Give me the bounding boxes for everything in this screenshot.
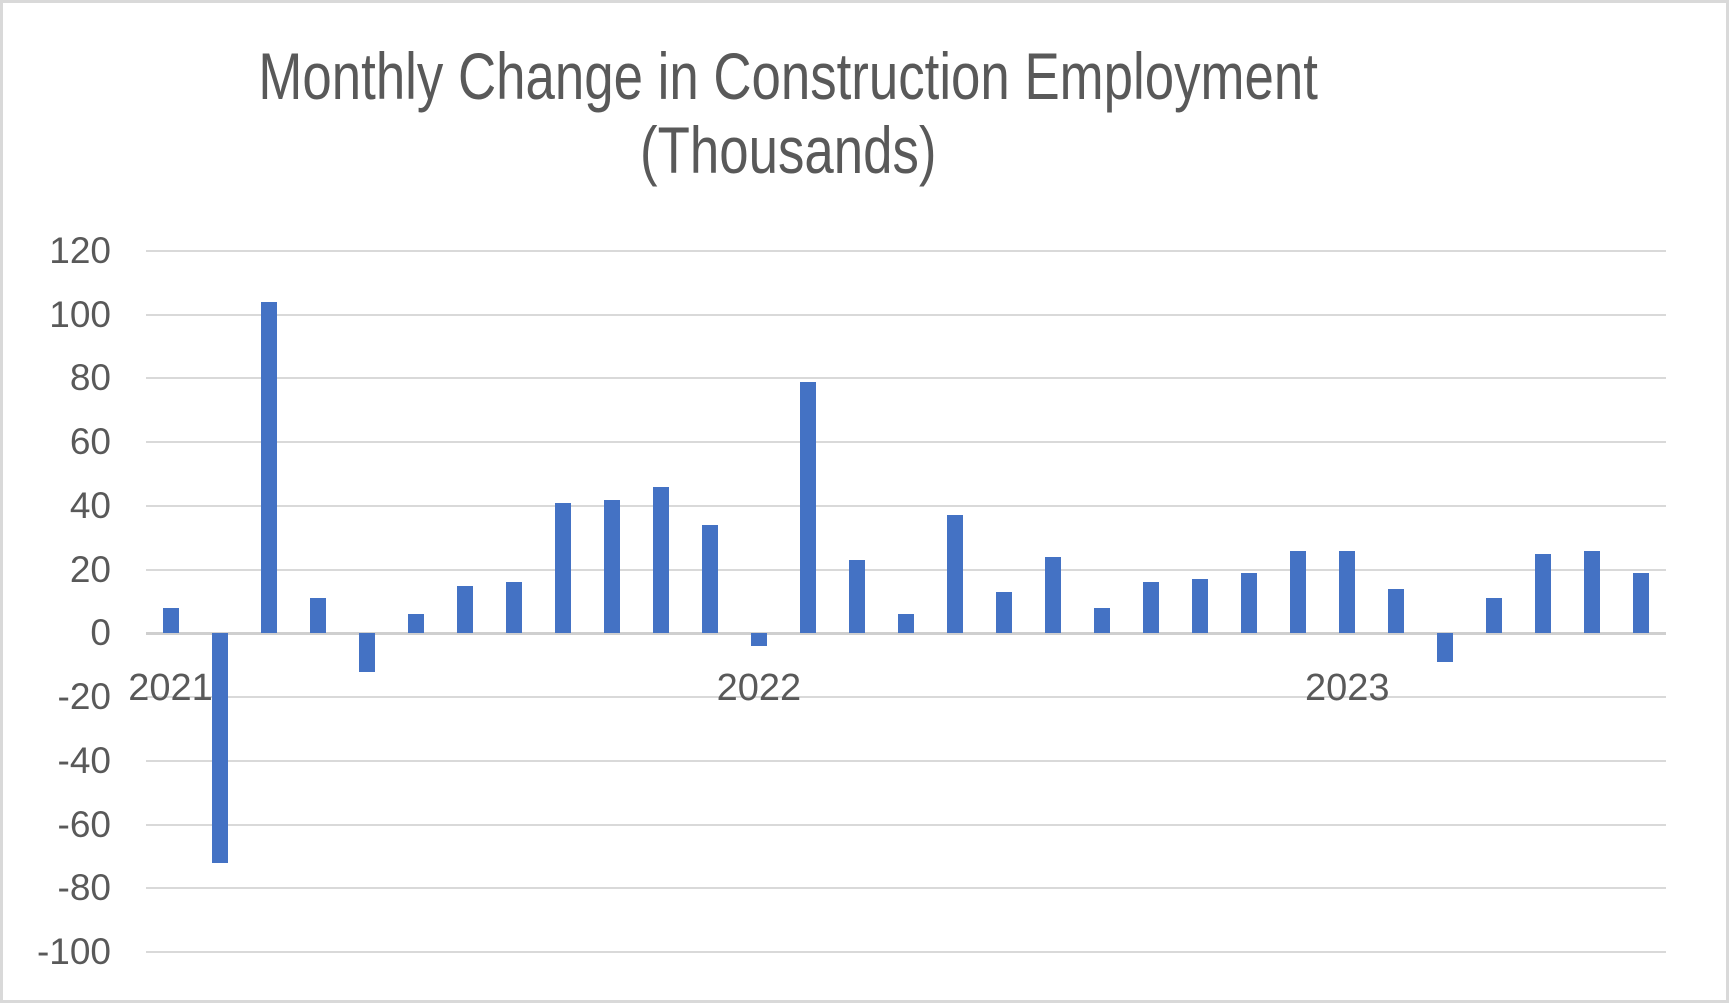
bar-2023-07 xyxy=(1633,572,1650,634)
y-axis-label-0: 0 xyxy=(90,612,111,654)
gridline-20 xyxy=(146,568,1666,571)
gridline-60 xyxy=(146,441,1666,444)
bar-2021-08 xyxy=(505,582,522,634)
bar-2021-06 xyxy=(407,614,424,634)
x-axis-zero-line xyxy=(146,631,1666,635)
bar-2023-05 xyxy=(1535,553,1552,634)
bar-2021-11 xyxy=(652,486,669,634)
bar-2022-09 xyxy=(1143,582,1160,634)
bar-2023-04 xyxy=(1486,598,1503,634)
bar-2023-02 xyxy=(1388,588,1405,634)
bar-2022-01 xyxy=(750,633,767,647)
y-axis-label-120: 120 xyxy=(49,230,111,271)
bar-2021-02 xyxy=(211,633,228,863)
y-axis-label-80: 80 xyxy=(69,357,111,399)
gridline--60 xyxy=(146,823,1666,826)
bar-2022-11 xyxy=(1241,572,1258,634)
gridline--40 xyxy=(146,759,1666,762)
bar-2022-06 xyxy=(996,591,1013,634)
gridline--80 xyxy=(146,887,1666,890)
x-axis-year-label-2022: 2022 xyxy=(716,667,802,709)
gridline-120 xyxy=(146,250,1666,252)
bar-2021-05 xyxy=(358,633,375,672)
y-axis-label--100: -100 xyxy=(36,931,111,973)
bar-2023-06 xyxy=(1584,550,1601,634)
y-axis-label--60: -60 xyxy=(57,803,111,845)
bar-2023-03 xyxy=(1437,633,1454,663)
bar-2022-03 xyxy=(848,560,865,634)
bar-2021-12 xyxy=(701,525,718,634)
bar-2021-03 xyxy=(260,301,277,634)
bar-2023-01 xyxy=(1339,550,1356,634)
gridline-40 xyxy=(146,504,1666,507)
bar-2021-04 xyxy=(309,598,326,634)
y-axis-label--80: -80 xyxy=(57,867,111,909)
bar-2021-01 xyxy=(162,607,179,634)
y-axis-label--40: -40 xyxy=(57,739,111,781)
x-axis-year-label-2021: 2021 xyxy=(128,667,213,709)
gridline--20 xyxy=(146,696,1666,699)
chart-title: Monthly Change in Construction Employmen… xyxy=(3,39,1573,187)
gridline-80 xyxy=(146,377,1666,380)
chart-title-line-1: Monthly Change in Construction Employmen… xyxy=(258,39,1318,113)
bar-2022-08 xyxy=(1094,607,1111,634)
chart-title-line-2: (Thousands) xyxy=(639,113,937,187)
bar-2021-09 xyxy=(554,502,571,634)
bar-2021-07 xyxy=(456,585,473,634)
gridline-100 xyxy=(146,313,1666,316)
y-axis-label--20: -20 xyxy=(57,676,111,718)
y-axis-label-100: 100 xyxy=(49,293,111,335)
y-axis-label-60: 60 xyxy=(69,421,111,463)
bar-2022-12 xyxy=(1290,550,1307,634)
x-axis-year-label-2023: 2023 xyxy=(1305,667,1390,709)
bar-2022-07 xyxy=(1045,556,1062,634)
bar-2022-02 xyxy=(799,381,816,634)
y-axis-label-40: 40 xyxy=(69,484,111,526)
gridline--100 xyxy=(146,951,1666,954)
y-axis-label-20: 20 xyxy=(69,548,111,590)
bar-2022-05 xyxy=(947,515,964,634)
bar-2022-10 xyxy=(1192,579,1209,634)
bar-2022-04 xyxy=(898,614,914,634)
bar-2021-10 xyxy=(603,499,620,634)
